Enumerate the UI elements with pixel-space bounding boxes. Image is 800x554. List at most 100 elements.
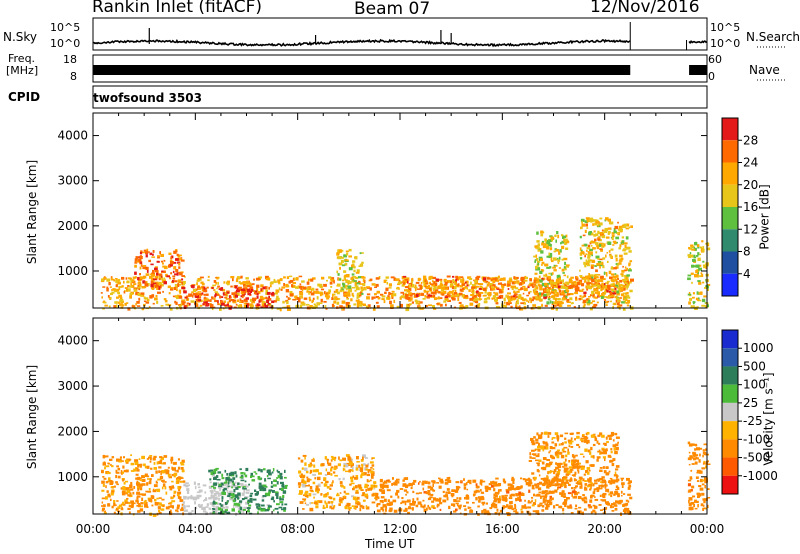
- power-cell: [262, 305, 267, 308]
- power-cell: [159, 251, 161, 255]
- velocity-cell: [102, 462, 106, 466]
- power-cell: [484, 280, 489, 283]
- velocity-cell: [587, 485, 591, 488]
- power-cell: [242, 293, 245, 296]
- velocity-cell: [160, 457, 164, 460]
- power-cell: [690, 244, 694, 247]
- power-cell: [155, 295, 158, 298]
- velocity-cell: [227, 486, 229, 489]
- velocity-cell: [416, 497, 419, 501]
- power-cell: [605, 272, 608, 275]
- power-cell: [547, 279, 550, 282]
- velocity-cell: [176, 479, 180, 482]
- velocity-cell: [395, 480, 398, 483]
- velocity-cell: [621, 482, 625, 486]
- velocity-cell: [139, 464, 142, 468]
- power-cell: [625, 285, 629, 288]
- velocity-cell: [506, 512, 510, 514]
- power-cell: [235, 279, 239, 283]
- velocity-cell: [170, 459, 174, 462]
- velocity-cell: [687, 483, 691, 487]
- power-cell: [390, 293, 394, 298]
- power-cell: [439, 278, 443, 281]
- power-cell: [299, 291, 304, 296]
- velocity-cell: [216, 497, 221, 500]
- power-cell: [510, 305, 513, 309]
- power-cell: [616, 290, 619, 294]
- power-cell: [616, 262, 620, 266]
- velocity-cell: [202, 507, 206, 511]
- power-cell: [618, 289, 621, 293]
- power-cell: [615, 258, 618, 262]
- velocity-cell: [427, 490, 431, 493]
- velocity-cell: [567, 492, 572, 495]
- power-cell: [256, 295, 259, 299]
- power-cell: [614, 225, 619, 230]
- power-cell: [257, 291, 261, 295]
- velocity-cell: [215, 467, 219, 470]
- velocity-cell: [583, 436, 588, 440]
- power-cell: [605, 288, 607, 291]
- power-cell: [497, 296, 500, 299]
- velocity-cell: [573, 478, 576, 482]
- velocity-cell: [479, 489, 482, 492]
- power-cell: [262, 301, 266, 305]
- velocity-cell: [619, 499, 623, 502]
- velocity-cell: [223, 487, 227, 491]
- velocity-cell: [580, 466, 585, 470]
- velocity-cell: [445, 479, 450, 481]
- velocity-cell: [170, 460, 173, 464]
- power-cell: [557, 285, 561, 289]
- velocity-cell: [598, 442, 601, 445]
- velocity-cell: [108, 477, 111, 481]
- power-cell: [316, 302, 320, 306]
- velocity-cell: [365, 488, 367, 492]
- velocity-cell: [510, 493, 515, 497]
- power-cell: [548, 278, 552, 282]
- power-cell: [480, 283, 484, 286]
- velocity-cell: [701, 483, 705, 486]
- velocity-cell: [386, 502, 390, 506]
- velocity-cell: [235, 474, 238, 478]
- power-cell: [450, 295, 454, 297]
- velocity-cell: [336, 492, 339, 496]
- power-cell: [228, 299, 231, 303]
- power-cell: [309, 299, 312, 302]
- power-cell: [615, 232, 620, 234]
- power-cell: [351, 292, 354, 296]
- power-cell: [689, 297, 692, 301]
- velocity-ytick-label: 4000: [57, 334, 88, 348]
- velocity-cell: [599, 494, 602, 497]
- power-cell: [592, 306, 597, 309]
- velocity-cell: [629, 480, 632, 482]
- power-cell: [415, 301, 418, 305]
- velocity-cell: [309, 469, 313, 474]
- velocity-cell: [275, 491, 278, 494]
- power-cell: [543, 293, 547, 297]
- power-cell: [694, 273, 698, 278]
- velocity-cell: [306, 476, 309, 479]
- velocity-cell: [240, 472, 244, 475]
- power-cell: [197, 299, 202, 302]
- power-cell: [305, 303, 310, 306]
- velocity-cell: [213, 505, 215, 508]
- power-cell: [449, 280, 453, 284]
- velocity-cell: [304, 492, 307, 496]
- power-cell: [199, 299, 203, 303]
- velocity-cell: [578, 479, 582, 483]
- velocity-cell: [614, 471, 617, 475]
- velocity-cell: [687, 490, 692, 493]
- velocity-cell: [412, 498, 415, 502]
- power-cell: [597, 230, 600, 235]
- velocity-cell: [128, 494, 132, 497]
- power-cell: [206, 293, 209, 296]
- power-cell: [160, 260, 164, 263]
- power-cell: [104, 304, 108, 307]
- velocity-cell: [530, 440, 535, 443]
- velocity-cell: [426, 507, 428, 511]
- velocity-cell: [331, 502, 333, 506]
- power-cell: [547, 298, 551, 301]
- power-cell: [692, 305, 695, 309]
- velocity-cell: [132, 502, 136, 505]
- velocity-cell: [488, 483, 493, 486]
